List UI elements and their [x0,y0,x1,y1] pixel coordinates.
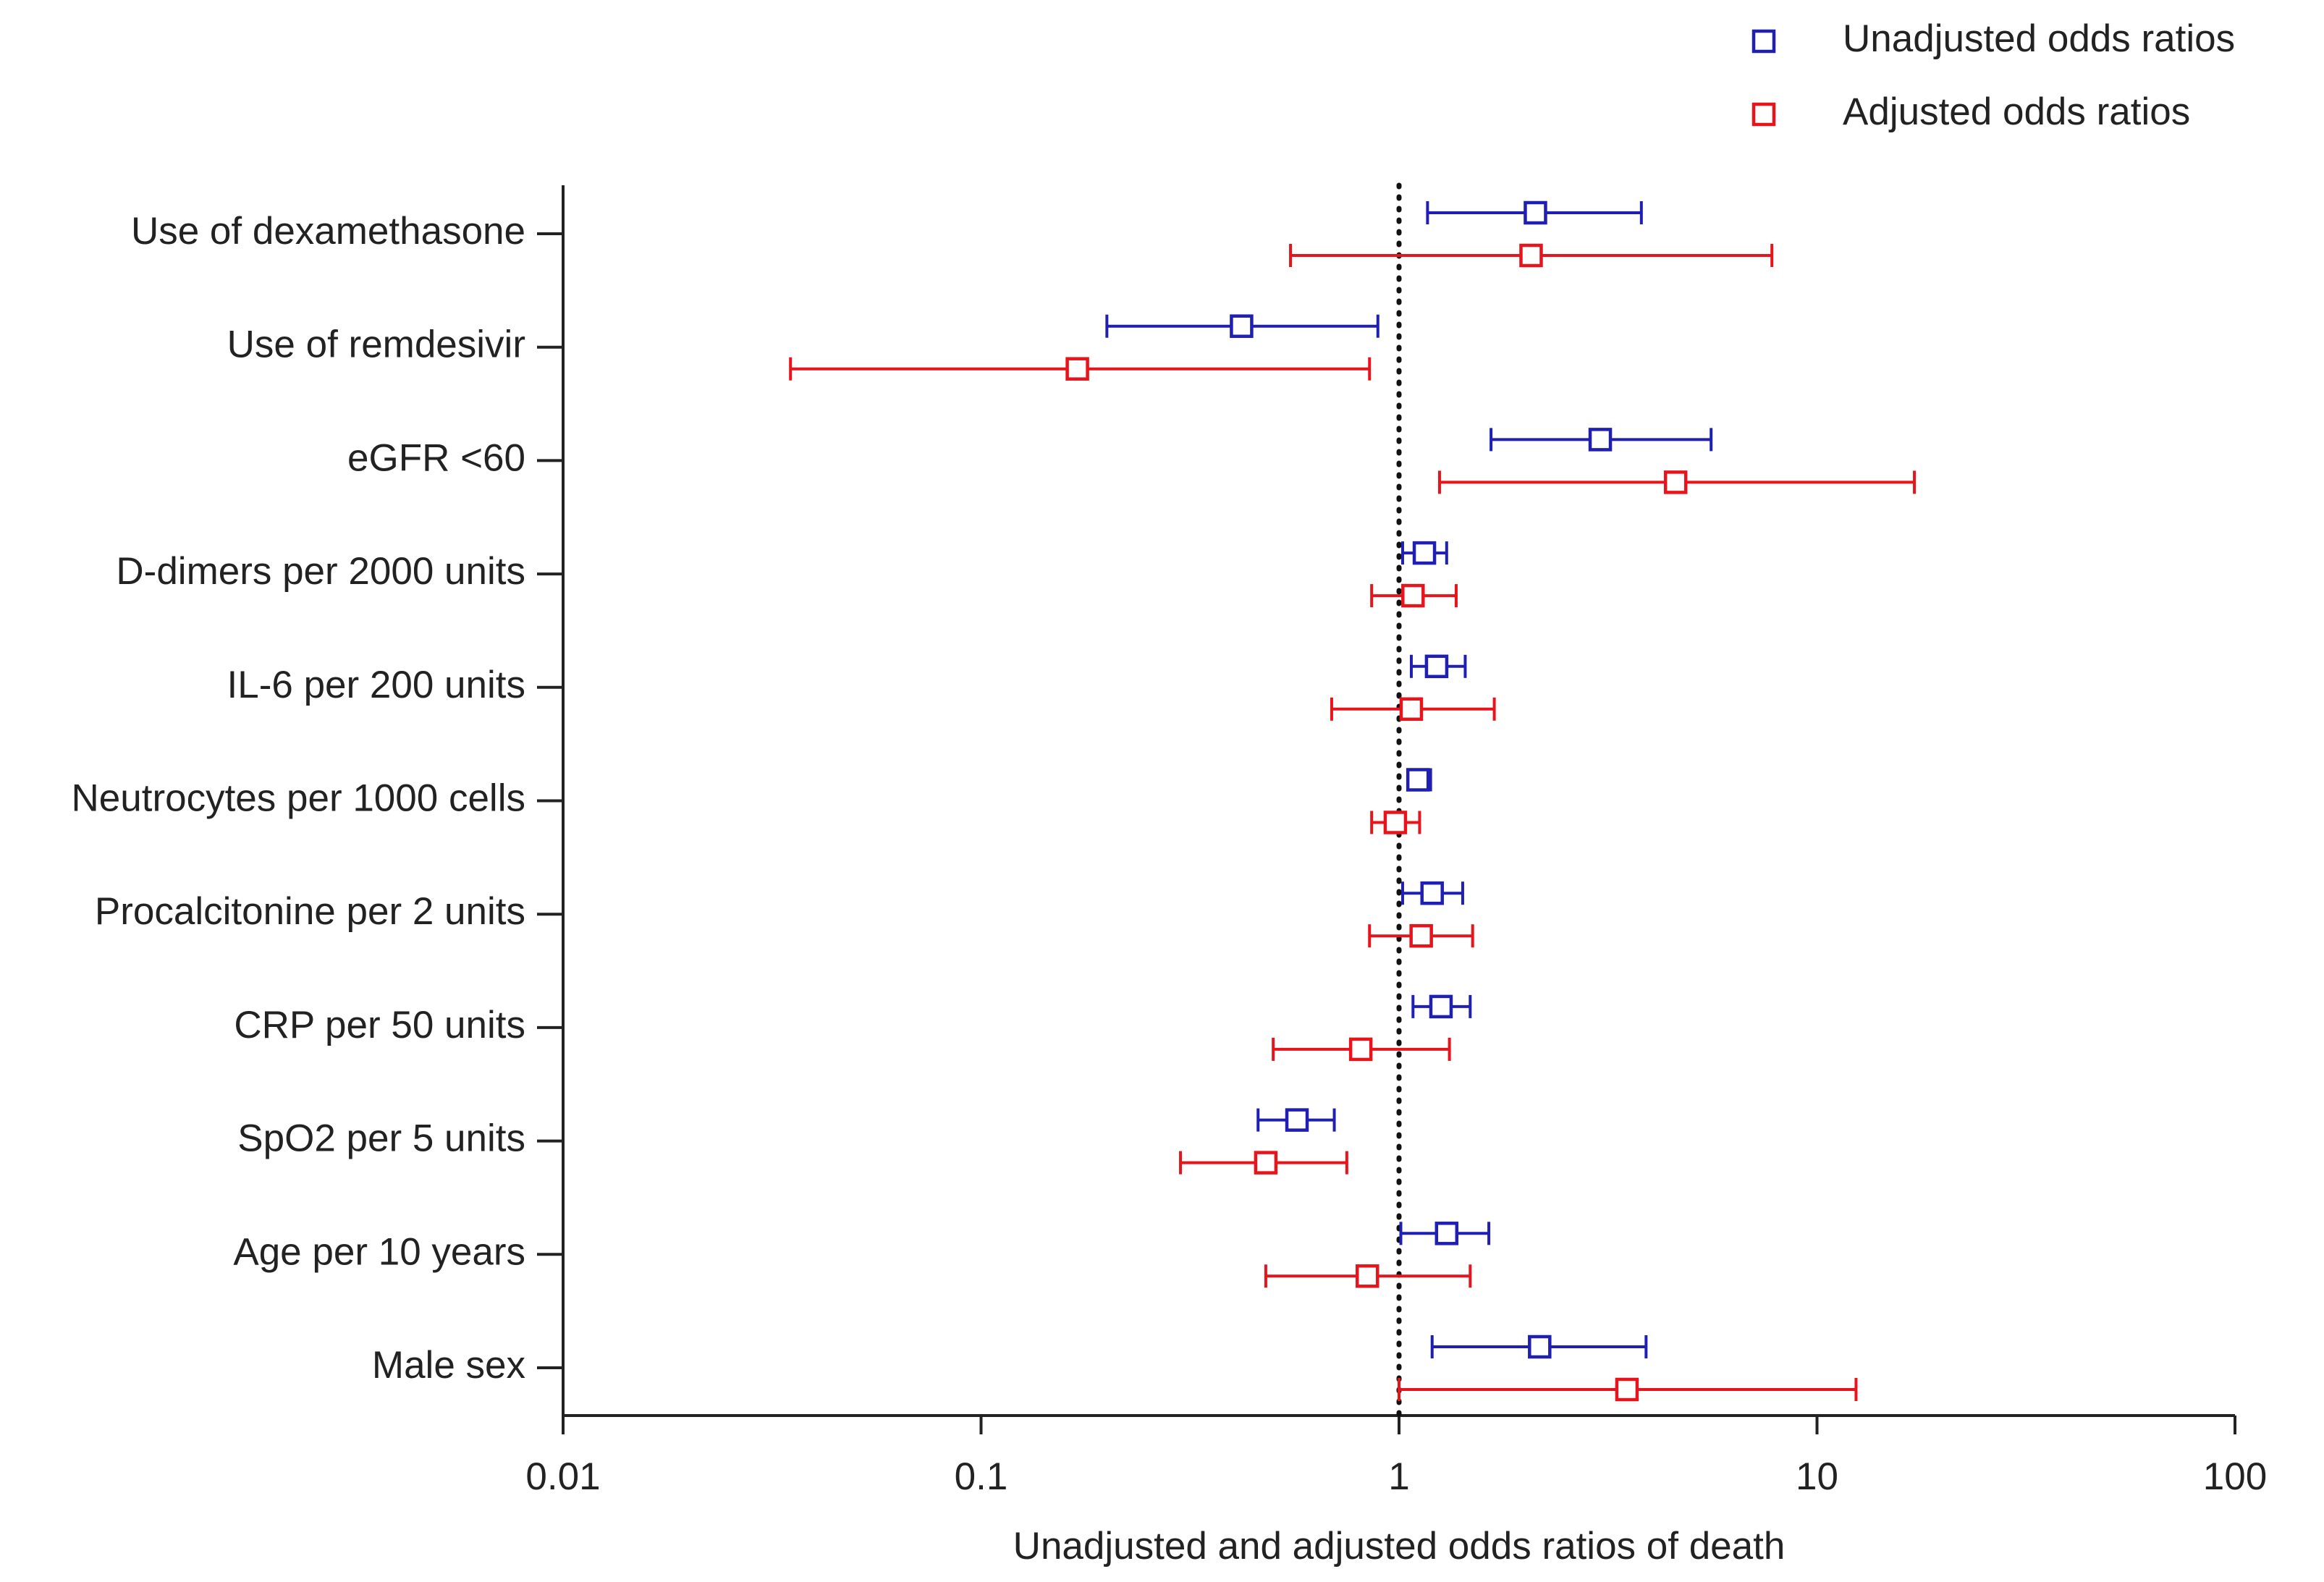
y-tick-label: Age per 10 years [233,1230,525,1273]
marker [1348,1037,1373,1062]
y-tick-label: SpO2 per 5 units [237,1117,525,1160]
marker [1519,243,1543,268]
marker [1383,811,1408,834]
marker [1409,923,1433,948]
marker [1399,697,1424,722]
legend-label: Adjusted odds ratios [1843,90,2190,133]
marker [1065,357,1089,381]
y-tick-label: Use of remdesivir [227,323,525,366]
y-tick-label: Procalcitonine per 2 units [95,890,525,933]
legend-label: Unadjusted odds ratios [1843,17,2235,60]
legend-marker [1752,102,1776,127]
marker [1412,541,1437,565]
marker [1615,1377,1639,1402]
y-tick-label: IL-6 per 200 units [227,664,525,706]
y-tick-label: eGFR <60 [347,436,525,479]
y-tick-label: CRP per 50 units [234,1004,525,1046]
marker [1429,994,1453,1019]
x-tick-label: 0.1 [955,1455,1008,1498]
marker [1285,1108,1309,1132]
marker [1406,768,1430,792]
marker [1420,881,1444,905]
y-tick-label: Use of dexamethasone [131,210,525,253]
marker [1524,200,1547,225]
marker [1528,1334,1552,1359]
x-tick-label: 100 [2203,1455,2267,1498]
x-tick-label: 10 [1796,1455,1838,1498]
marker [1424,654,1449,679]
x-tick-label: 0.01 [525,1455,600,1498]
y-tick-label: Neutrocytes per 1000 cells [72,777,526,820]
x-axis-label: Unadjusted and adjusted odds ratios of d… [1013,1525,1786,1568]
y-tick-label: Male sex [372,1344,525,1387]
marker [1663,470,1688,494]
x-tick-label: 1 [1388,1455,1409,1498]
marker [1230,314,1254,338]
marker [1434,1222,1459,1245]
marker [1356,1264,1379,1288]
marker [1254,1151,1278,1175]
marker [1401,583,1425,608]
marker [1588,428,1613,452]
y-tick-label: D-dimers per 2000 units [116,550,525,593]
legend-marker [1752,29,1776,54]
